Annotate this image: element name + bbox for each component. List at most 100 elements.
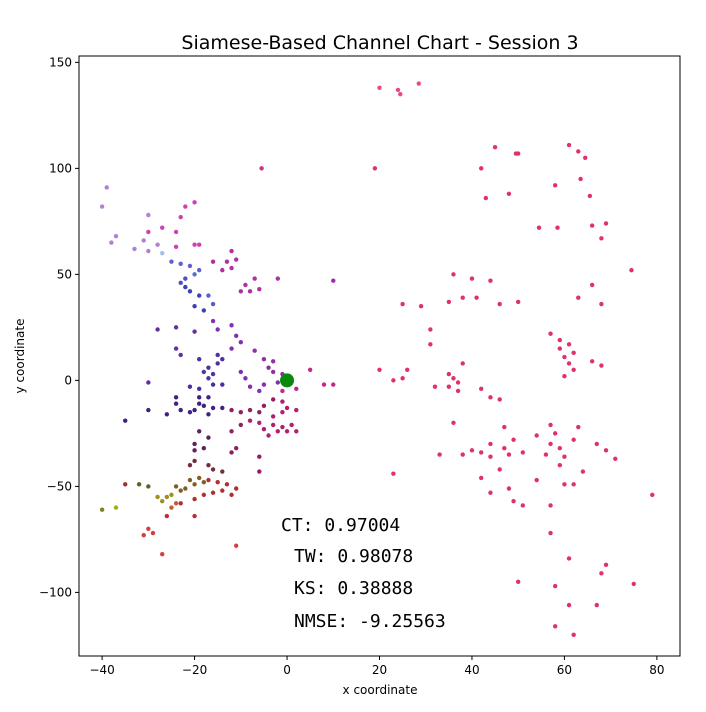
data-point [192,200,197,205]
x-tick-label: 0 [283,663,291,677]
data-point [571,482,576,487]
data-point [562,454,567,459]
data-point [197,429,202,434]
data-point [257,287,262,292]
data-point [502,424,507,430]
data-point [511,499,516,504]
data-point [566,556,572,561]
data-point [210,382,216,387]
data-point [275,380,280,385]
data-point [548,503,553,508]
data-point [247,407,253,413]
data-point [502,446,507,451]
data-point [210,318,216,324]
data-point [548,422,553,428]
data-point [446,299,452,305]
data-point [261,356,267,362]
x-tick-label: 40 [464,663,479,677]
data-point [206,365,211,370]
data-point [594,602,599,608]
data-point [536,225,542,230]
data-point [275,276,280,281]
y-axis-label: y coordinate [13,319,27,394]
data-point [506,486,512,491]
data-point [210,467,216,472]
data-point [587,193,593,199]
data-point [479,166,484,171]
data-point [201,403,207,409]
data-point [583,155,588,160]
data-point [206,376,211,381]
x-tick-label: 80 [649,663,664,677]
data-point [270,422,276,428]
data-point [192,441,197,447]
data-point [460,452,465,457]
data-point [515,579,521,584]
data-point [178,488,183,493]
data-point [400,301,405,307]
data-point [451,376,456,381]
data-point [192,407,197,413]
data-point [99,507,105,512]
data-point [141,238,146,243]
data-point [416,81,421,86]
data-point [164,412,170,417]
data-point [210,490,216,495]
data-point [571,350,576,356]
data-point [229,450,234,455]
data-point [99,204,105,209]
data-point [201,492,207,498]
data-point [206,435,211,440]
data-point [469,448,475,453]
data-point [479,386,484,392]
data-point [391,378,396,383]
data-point [233,333,239,339]
data-point [233,543,239,548]
data-point [261,382,267,387]
data-point [173,229,179,235]
data-point [210,405,216,411]
data-point [173,325,179,330]
data-point [238,422,244,428]
data-point [395,87,401,93]
data-point [594,441,599,447]
y-tick-label: 50 [57,267,72,281]
data-point [520,450,526,455]
data-point [280,409,285,415]
data-point [233,486,239,491]
data-point [206,477,211,483]
data-point [197,356,202,362]
data-point [270,397,276,402]
data-point [233,257,239,262]
metric-ks: KS: 0.38888 [294,578,413,599]
data-point [576,149,581,154]
x-tick-label: 20 [372,663,387,677]
data-point [543,452,549,457]
data-point [146,380,151,385]
data-point [497,397,502,402]
data-point [257,420,262,425]
data-point [192,242,197,247]
data-point [224,259,230,264]
data-point [233,446,239,451]
data-point [307,367,313,372]
data-point [562,482,567,487]
data-point [146,229,151,235]
data-point [377,367,382,372]
data-point [146,212,151,218]
data-point [160,250,165,256]
data-point [160,225,165,230]
data-point [432,384,438,389]
data-point [210,301,216,307]
data-point [391,471,396,476]
data-point [238,369,244,375]
y-tick-label: −50 [47,479,72,493]
data-point [270,414,276,419]
data-point [377,85,382,91]
data-point [557,337,562,343]
data-point [548,441,553,447]
data-point [229,407,234,413]
data-point [266,365,271,370]
data-point [164,494,170,500]
